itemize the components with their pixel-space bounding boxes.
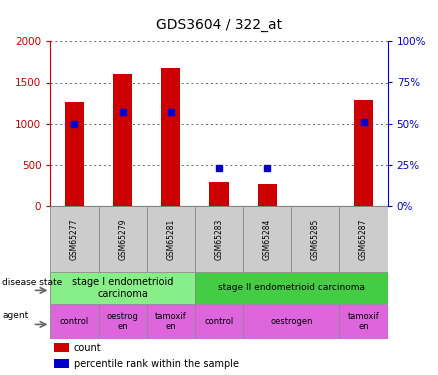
Bar [54,359,69,368]
Bar [243,304,339,339]
Text: GSM65285: GSM65285 [311,218,320,260]
Bar [243,206,291,272]
Text: tamoxif
en: tamoxif en [348,312,379,331]
Bar [50,272,195,304]
Text: stage II endometrioid carcinoma: stage II endometrioid carcinoma [218,284,365,292]
Bar [99,304,147,339]
Bar [339,304,388,339]
Bar [258,184,277,206]
Text: GSM65281: GSM65281 [166,218,175,259]
Text: GSM65287: GSM65287 [359,218,368,260]
Bar [195,272,388,304]
Bar [99,206,147,272]
Bar [147,206,195,272]
Text: stage I endometrioid
carcinoma: stage I endometrioid carcinoma [72,277,173,298]
Text: agent: agent [2,311,28,320]
Text: oestrogen: oestrogen [270,317,313,326]
Bar [339,206,388,272]
Bar [209,182,229,206]
Bar [291,206,339,272]
Text: count: count [74,343,102,352]
Text: GDS3604 / 322_at: GDS3604 / 322_at [156,18,282,32]
Text: control: control [205,317,233,326]
Text: GSM65284: GSM65284 [263,218,272,260]
Bar [54,343,69,352]
Bar [113,74,132,206]
Text: GSM65277: GSM65277 [70,218,79,260]
Bar [147,304,195,339]
Bar [50,304,99,339]
Text: GSM65283: GSM65283 [215,218,223,260]
Text: GSM65279: GSM65279 [118,218,127,260]
Bar [195,206,243,272]
Text: percentile rank within the sample: percentile rank within the sample [74,358,239,369]
Text: tamoxif
en: tamoxif en [155,312,187,331]
Text: disease state: disease state [2,278,63,286]
Text: oestrog
en: oestrog en [107,312,138,331]
Text: control: control [60,317,89,326]
Bar [195,304,243,339]
Bar [50,206,99,272]
Bar [354,100,373,206]
Bar [161,68,180,206]
Bar [65,102,84,206]
